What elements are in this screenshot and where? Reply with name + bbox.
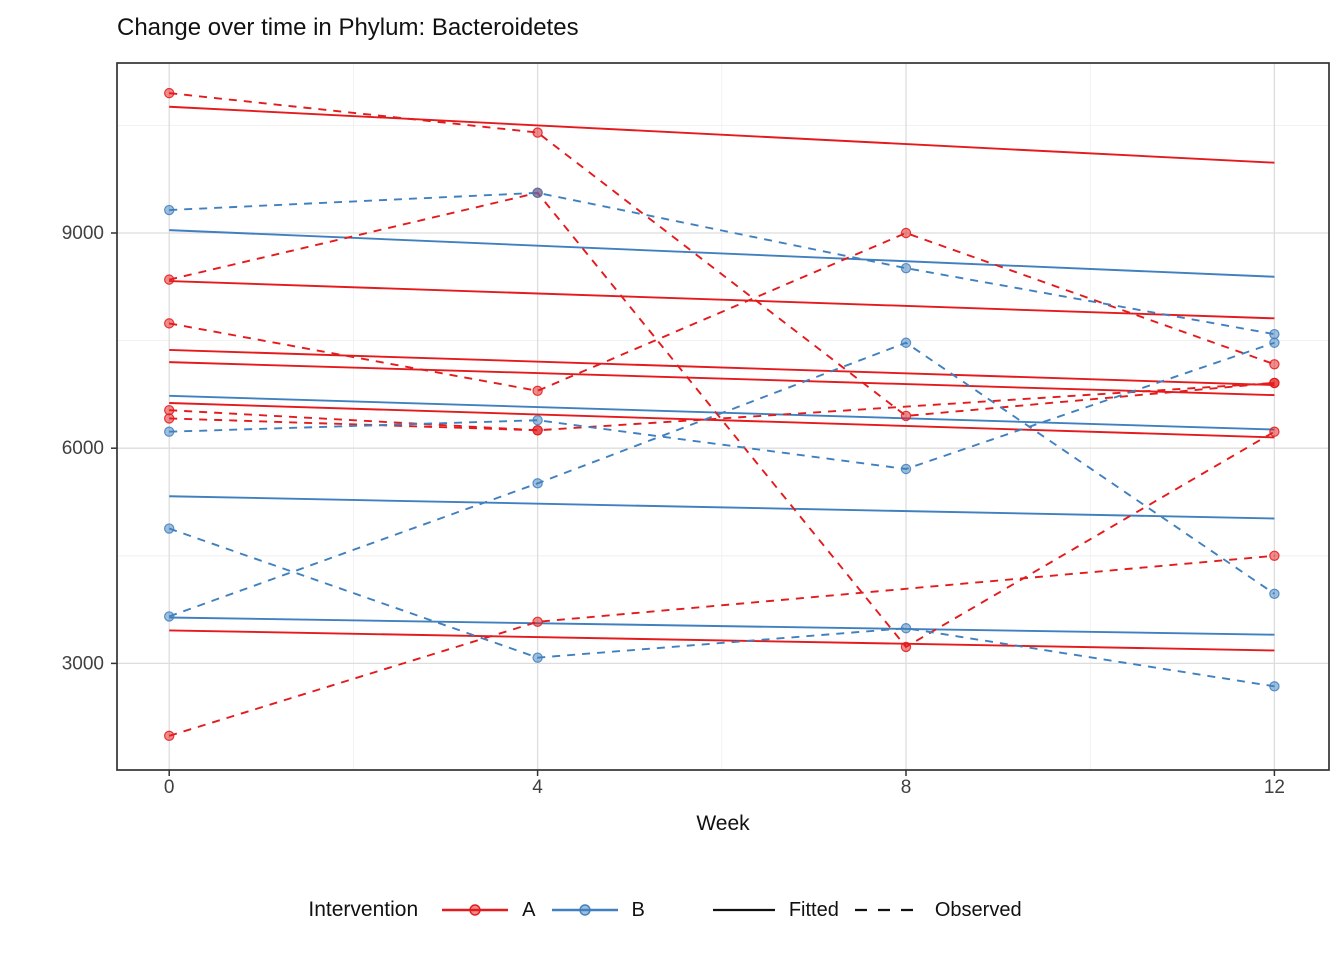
legend-item-group-a[interactable]: A: [440, 898, 536, 922]
observed-point-B3-w4: [532, 652, 543, 663]
x-tick-label: 12: [1264, 777, 1285, 798]
observed-point-B1-w0: [163, 204, 175, 216]
legend-item-group-b[interactable]: B: [550, 899, 645, 922]
fitted-line-B1: [169, 229, 1275, 278]
plot-area: 0 4 8 12 3000 6000 9000: [62, 62, 1330, 798]
observed-point-A1-w8: [900, 410, 912, 422]
observed-line-A3: [169, 231, 1275, 392]
legend: Intervention A B Fitted: [0, 888, 1344, 932]
observed-point-A3-w8: [900, 227, 912, 239]
observed-point-A6-w4: [532, 616, 543, 627]
observed-point-A2-w8: [900, 641, 912, 653]
fitted-line-A1: [169, 105, 1275, 164]
y-tick-label: 3000: [62, 653, 104, 674]
observed-point-B2-w0: [163, 426, 175, 437]
observed-point-A2-w0: [163, 274, 175, 285]
observed-line-B1: [169, 191, 1275, 336]
x-axis-label-text: Week: [696, 812, 750, 835]
legend-item-fitted[interactable]: Fitted: [711, 899, 839, 922]
fitted-line-icon: [712, 908, 775, 912]
observed-point-B3-w12: [1269, 681, 1280, 692]
y-tick-label: 6000: [62, 438, 104, 459]
x-tick-label: 0: [164, 777, 175, 798]
fitted-line-A6: [169, 629, 1275, 652]
observed-line-B3: [168, 527, 1275, 688]
chart-title: Change over time in Phylum: Bacteroidete…: [117, 14, 579, 41]
observed-point-B3-w8: [900, 623, 912, 634]
observed-point-A3-w0: [163, 318, 175, 329]
observed-line-icon: [854, 908, 921, 912]
observed-point-B4-w12: [1269, 588, 1280, 600]
observed-point-B2-w8: [900, 463, 912, 475]
observed-point-A4-w12: [1269, 377, 1280, 389]
observed-point-A2-w12: [1269, 426, 1280, 437]
observed-point-A5-w4: [532, 425, 543, 436]
x-tick-label: 4: [532, 777, 543, 798]
observed-point-B2-w4: [532, 415, 543, 426]
observed-point-B3-w0: [163, 523, 175, 534]
observed-point-A6-w12: [1269, 550, 1280, 561]
panel-border: [116, 62, 1330, 771]
legend-label-a: A: [522, 898, 536, 921]
observed-line-A4: [169, 381, 1275, 432]
observed-point-A1-w0: [163, 87, 175, 99]
observed-point-B4-w8: [900, 337, 912, 348]
fitted-line-B4: [169, 495, 1275, 520]
legend-key-a-icon: [442, 904, 509, 916]
fitted-line-A5: [169, 402, 1275, 439]
series-layer: [163, 87, 1280, 742]
observed-point-B2-w12: [1269, 337, 1280, 348]
observed-point-A3-w12: [1269, 359, 1280, 370]
fitted-line-A3: [169, 348, 1275, 387]
observed-point-B1-w8: [900, 262, 912, 274]
observed-line-B4: [168, 341, 1275, 618]
fitted-line-A2: [169, 280, 1275, 320]
legend-key-b-icon: [551, 904, 618, 916]
legend-item-observed[interactable]: Observed: [853, 899, 1022, 922]
observed-line-A1: [169, 92, 1275, 417]
observed-point-A1-w4: [532, 127, 543, 138]
legend-title: Intervention: [308, 898, 419, 921]
legend-label-b: B: [631, 898, 645, 921]
y-tick-label: 9000: [62, 223, 104, 244]
observed-point-A5-w0: [163, 413, 175, 424]
legend-label-fitted: Fitted: [788, 898, 839, 921]
observed-line-A5: [169, 417, 538, 432]
observed-point-A3-w4: [532, 385, 543, 397]
observed-point-A6-w0: [163, 730, 175, 742]
observed-point-B4-w0: [163, 611, 175, 622]
x-tick-label: 8: [901, 777, 912, 798]
legend-label-observed: Observed: [934, 898, 1022, 921]
observed-point-B1-w12: [1269, 328, 1280, 340]
observed-line-B2: [169, 341, 1275, 470]
x-axis-label: Week: [0, 812, 1344, 836]
fitted-line-A4: [169, 361, 1275, 397]
observed-point-B4-w4: [532, 478, 543, 489]
observed-point-B1-w4: [532, 187, 543, 199]
fitted-line-B3: [169, 616, 1275, 636]
observed-line-A2: [168, 191, 1275, 649]
